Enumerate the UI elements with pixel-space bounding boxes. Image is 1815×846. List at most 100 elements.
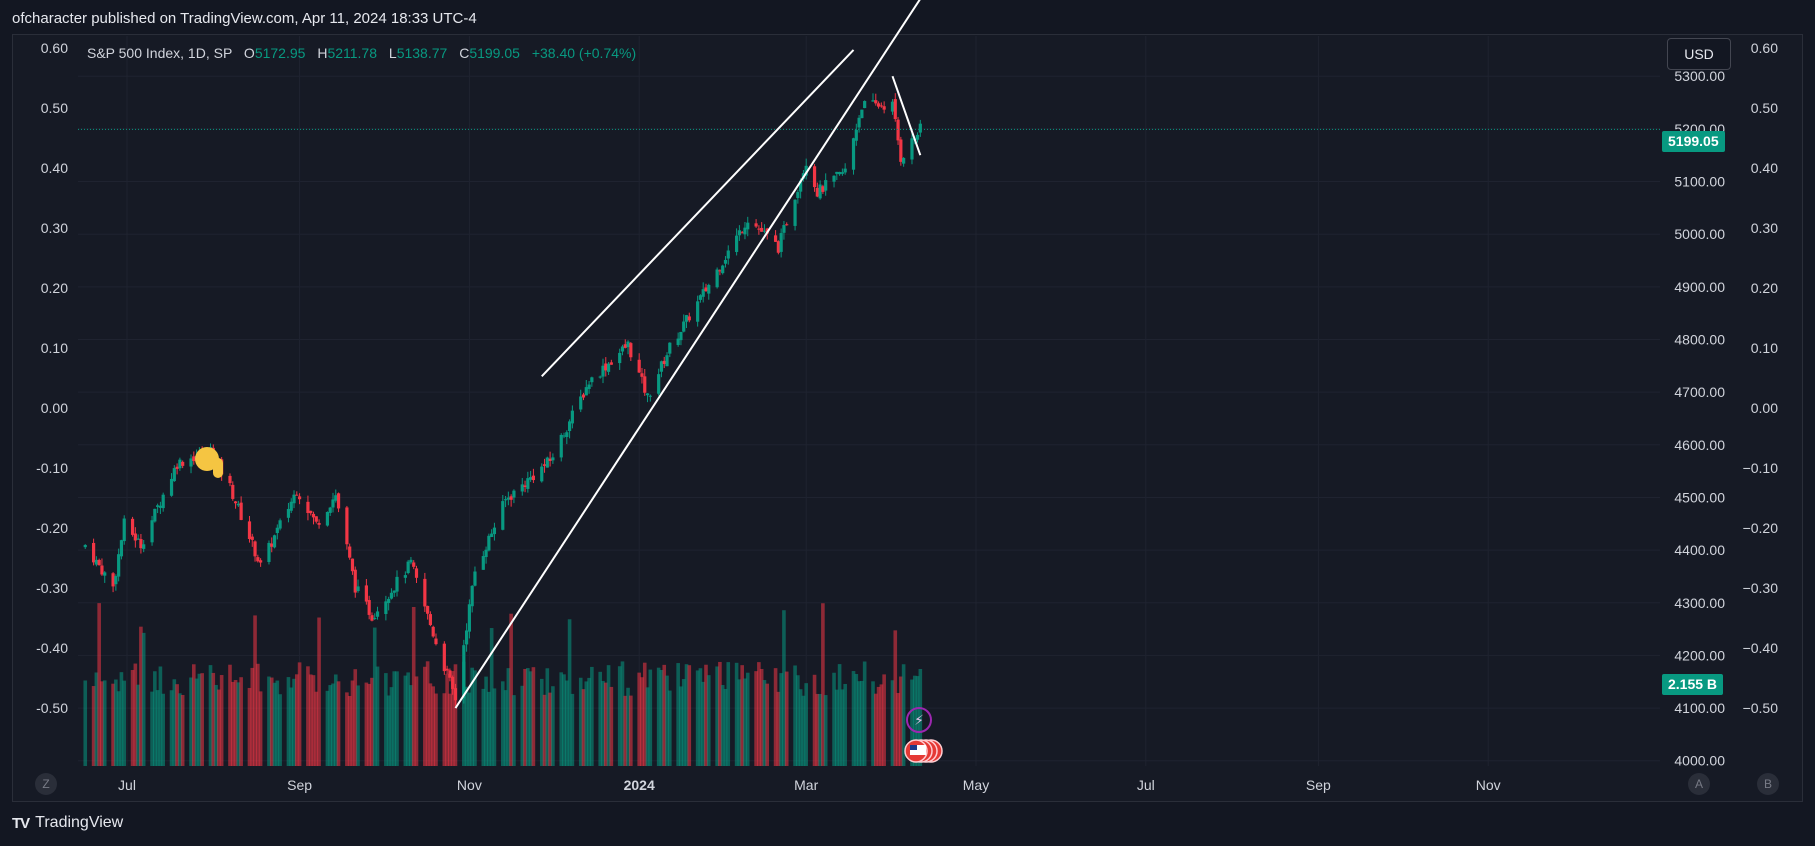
- candle-body: [239, 502, 243, 520]
- candle-body: [804, 165, 808, 176]
- candle-body: [91, 542, 96, 563]
- volume-bar: [200, 673, 204, 766]
- candle-body: [142, 544, 146, 549]
- candle-body: [760, 227, 764, 232]
- candle-body: [723, 259, 728, 264]
- volume-bar: [545, 668, 550, 766]
- auto-scale-button[interactable]: A: [1688, 773, 1710, 795]
- candle-body: [821, 186, 825, 192]
- candle-body: [604, 363, 608, 371]
- overlay-tick-left: 0.30: [41, 220, 68, 236]
- candle-body: [156, 505, 160, 507]
- volume-bar: [386, 695, 391, 766]
- volume-bar: [345, 692, 349, 766]
- overlay-tick-right: 0.40: [1751, 160, 1778, 176]
- volume-bar: [155, 690, 160, 766]
- overlay-tick-left: 0.40: [41, 160, 68, 176]
- candle-body: [336, 493, 341, 509]
- candle-body: [876, 103, 881, 107]
- log-scale-button[interactable]: B: [1757, 773, 1779, 795]
- time-tick-label: 2024: [624, 777, 655, 793]
- candle-body: [698, 295, 703, 300]
- candle-body: [503, 499, 508, 501]
- volume-bar: [425, 661, 430, 766]
- volume-bar: [372, 627, 377, 766]
- candle-body: [434, 638, 438, 645]
- volume-bar: [559, 672, 564, 766]
- volume-bar: [862, 661, 867, 766]
- volume-bar: [687, 665, 692, 766]
- volume-bar: [247, 687, 252, 766]
- time-tick-label: Sep: [287, 777, 312, 793]
- volume-bar: [659, 670, 664, 766]
- volume-bar: [311, 675, 316, 766]
- candle-body: [356, 586, 360, 591]
- candle-body: [590, 377, 594, 383]
- candle-body: [640, 373, 644, 377]
- volume-bar: [528, 671, 533, 766]
- candle-body: [793, 199, 797, 226]
- candle-body: [606, 363, 611, 372]
- volume-bar: [857, 681, 861, 766]
- symbol-label: S&P 500 Index, 1D, SP: [87, 45, 233, 61]
- volume-bar: [423, 666, 427, 766]
- candle-body: [551, 457, 555, 461]
- candle-body: [334, 495, 338, 501]
- volume-bar: [896, 693, 900, 766]
- candle-body: [481, 556, 485, 570]
- tradingview-logo-icon: TV: [12, 814, 30, 832]
- candle-body: [581, 394, 586, 398]
- candle-body: [448, 670, 452, 678]
- candle-body: [757, 228, 761, 230]
- candle-body: [915, 134, 920, 140]
- volume-bar: [150, 691, 154, 766]
- candle-body: [715, 269, 719, 288]
- volume-bar: [258, 691, 263, 766]
- currency-button[interactable]: USD: [1667, 38, 1731, 70]
- volume-bar: [484, 676, 488, 766]
- candle-body: [462, 645, 466, 699]
- volume-bar: [492, 688, 497, 766]
- volume-bar: [169, 690, 174, 766]
- volume-bar: [590, 666, 594, 766]
- candle-body: [306, 501, 310, 513]
- trendline: [891, 75, 922, 156]
- candle-body: [676, 338, 680, 345]
- volume-bar: [562, 674, 566, 766]
- volume-bar: [565, 680, 569, 766]
- candle-body: [445, 668, 449, 671]
- candle-body: [896, 119, 900, 141]
- candle-body: [601, 365, 605, 377]
- candle-body: [746, 222, 750, 230]
- volume-bar: [487, 691, 491, 766]
- candle-body: [153, 508, 157, 522]
- volume-bar: [278, 694, 282, 766]
- time-tick-label: Nov: [1476, 777, 1501, 793]
- volume-bar: [431, 686, 435, 766]
- volume-bar: [684, 664, 689, 766]
- volume-bar: [645, 687, 650, 766]
- volume-bar: [481, 688, 486, 766]
- candle-body: [286, 508, 291, 518]
- candle-body: [902, 157, 906, 164]
- chart-frame[interactable]: [12, 34, 1803, 802]
- candle-body: [97, 559, 101, 566]
- volume-bar: [256, 663, 260, 766]
- volume-bar: [375, 666, 380, 766]
- volume-bar: [161, 693, 165, 766]
- candle-body: [228, 475, 232, 484]
- volume-bar: [918, 668, 923, 766]
- volume-bar: [812, 674, 817, 766]
- lightning-glyph: ⚡: [914, 712, 924, 728]
- candle-body: [512, 490, 516, 498]
- volume-bar: [189, 677, 193, 766]
- volume-bar: [91, 686, 96, 766]
- scale-left-button[interactable]: Z: [35, 773, 57, 795]
- candle-body: [648, 395, 652, 397]
- footer[interactable]: TV TradingView: [12, 814, 123, 832]
- volume-bar: [832, 672, 836, 766]
- volume-bar: [286, 677, 291, 766]
- volume-bar: [804, 683, 808, 766]
- volume-bar: [882, 674, 886, 766]
